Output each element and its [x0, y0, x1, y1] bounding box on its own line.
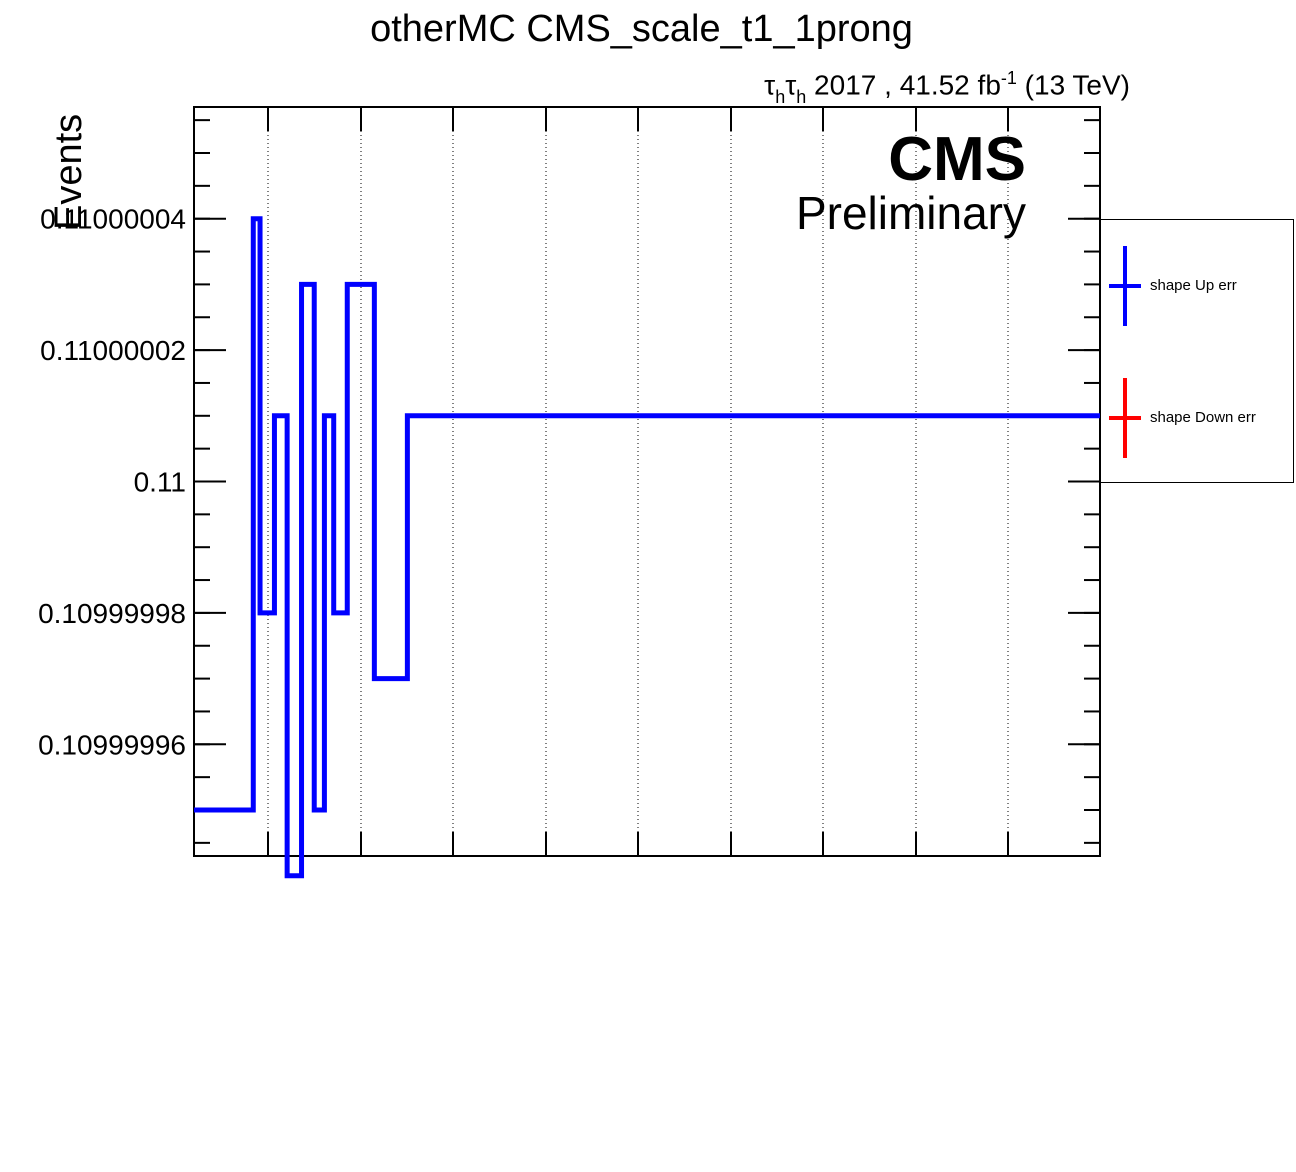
channel-sub-1: h	[775, 86, 786, 107]
channel-sub-2: h	[796, 86, 807, 107]
preliminary-label: Preliminary	[795, 187, 1026, 239]
series-line-0	[194, 216, 1100, 879]
channel-tau-2: τ	[785, 69, 797, 101]
y-tick-label-0: 0.10999996	[38, 729, 186, 760]
lumi-label: τhτh 2017 , 41.52 fb-1 (13 TeV)	[764, 68, 1130, 107]
y-tick-label-4: 0.11000004	[40, 204, 186, 235]
y-axis-label: Events	[48, 113, 90, 230]
legend-marker-up	[1109, 246, 1141, 326]
legend-entry-down: shape Down err	[1101, 378, 1295, 458]
legend: shape Up err shape Down err	[1100, 219, 1294, 483]
cms-label: CMS	[888, 125, 1026, 194]
energy: (13 TeV)	[1016, 69, 1130, 101]
y-tick-label-2: 0.11	[134, 467, 186, 498]
legend-entry-up: shape Up err	[1101, 246, 1295, 326]
y-tick-label-3: 0.11000002	[40, 335, 186, 366]
y-tick-label-1: 0.10999998	[38, 598, 186, 629]
legend-label-up: shape Up err	[1150, 277, 1237, 294]
legend-label-down: shape Down err	[1150, 409, 1256, 426]
year-lumi: 2017 , 41.52 fb	[806, 69, 1001, 101]
legend-marker-down	[1109, 378, 1141, 458]
chart-title: otherMC CMS_scale_t1_1prong	[370, 8, 913, 50]
lumi-exponent: -1	[1000, 68, 1017, 88]
channel-tau-1: τ	[764, 69, 776, 101]
